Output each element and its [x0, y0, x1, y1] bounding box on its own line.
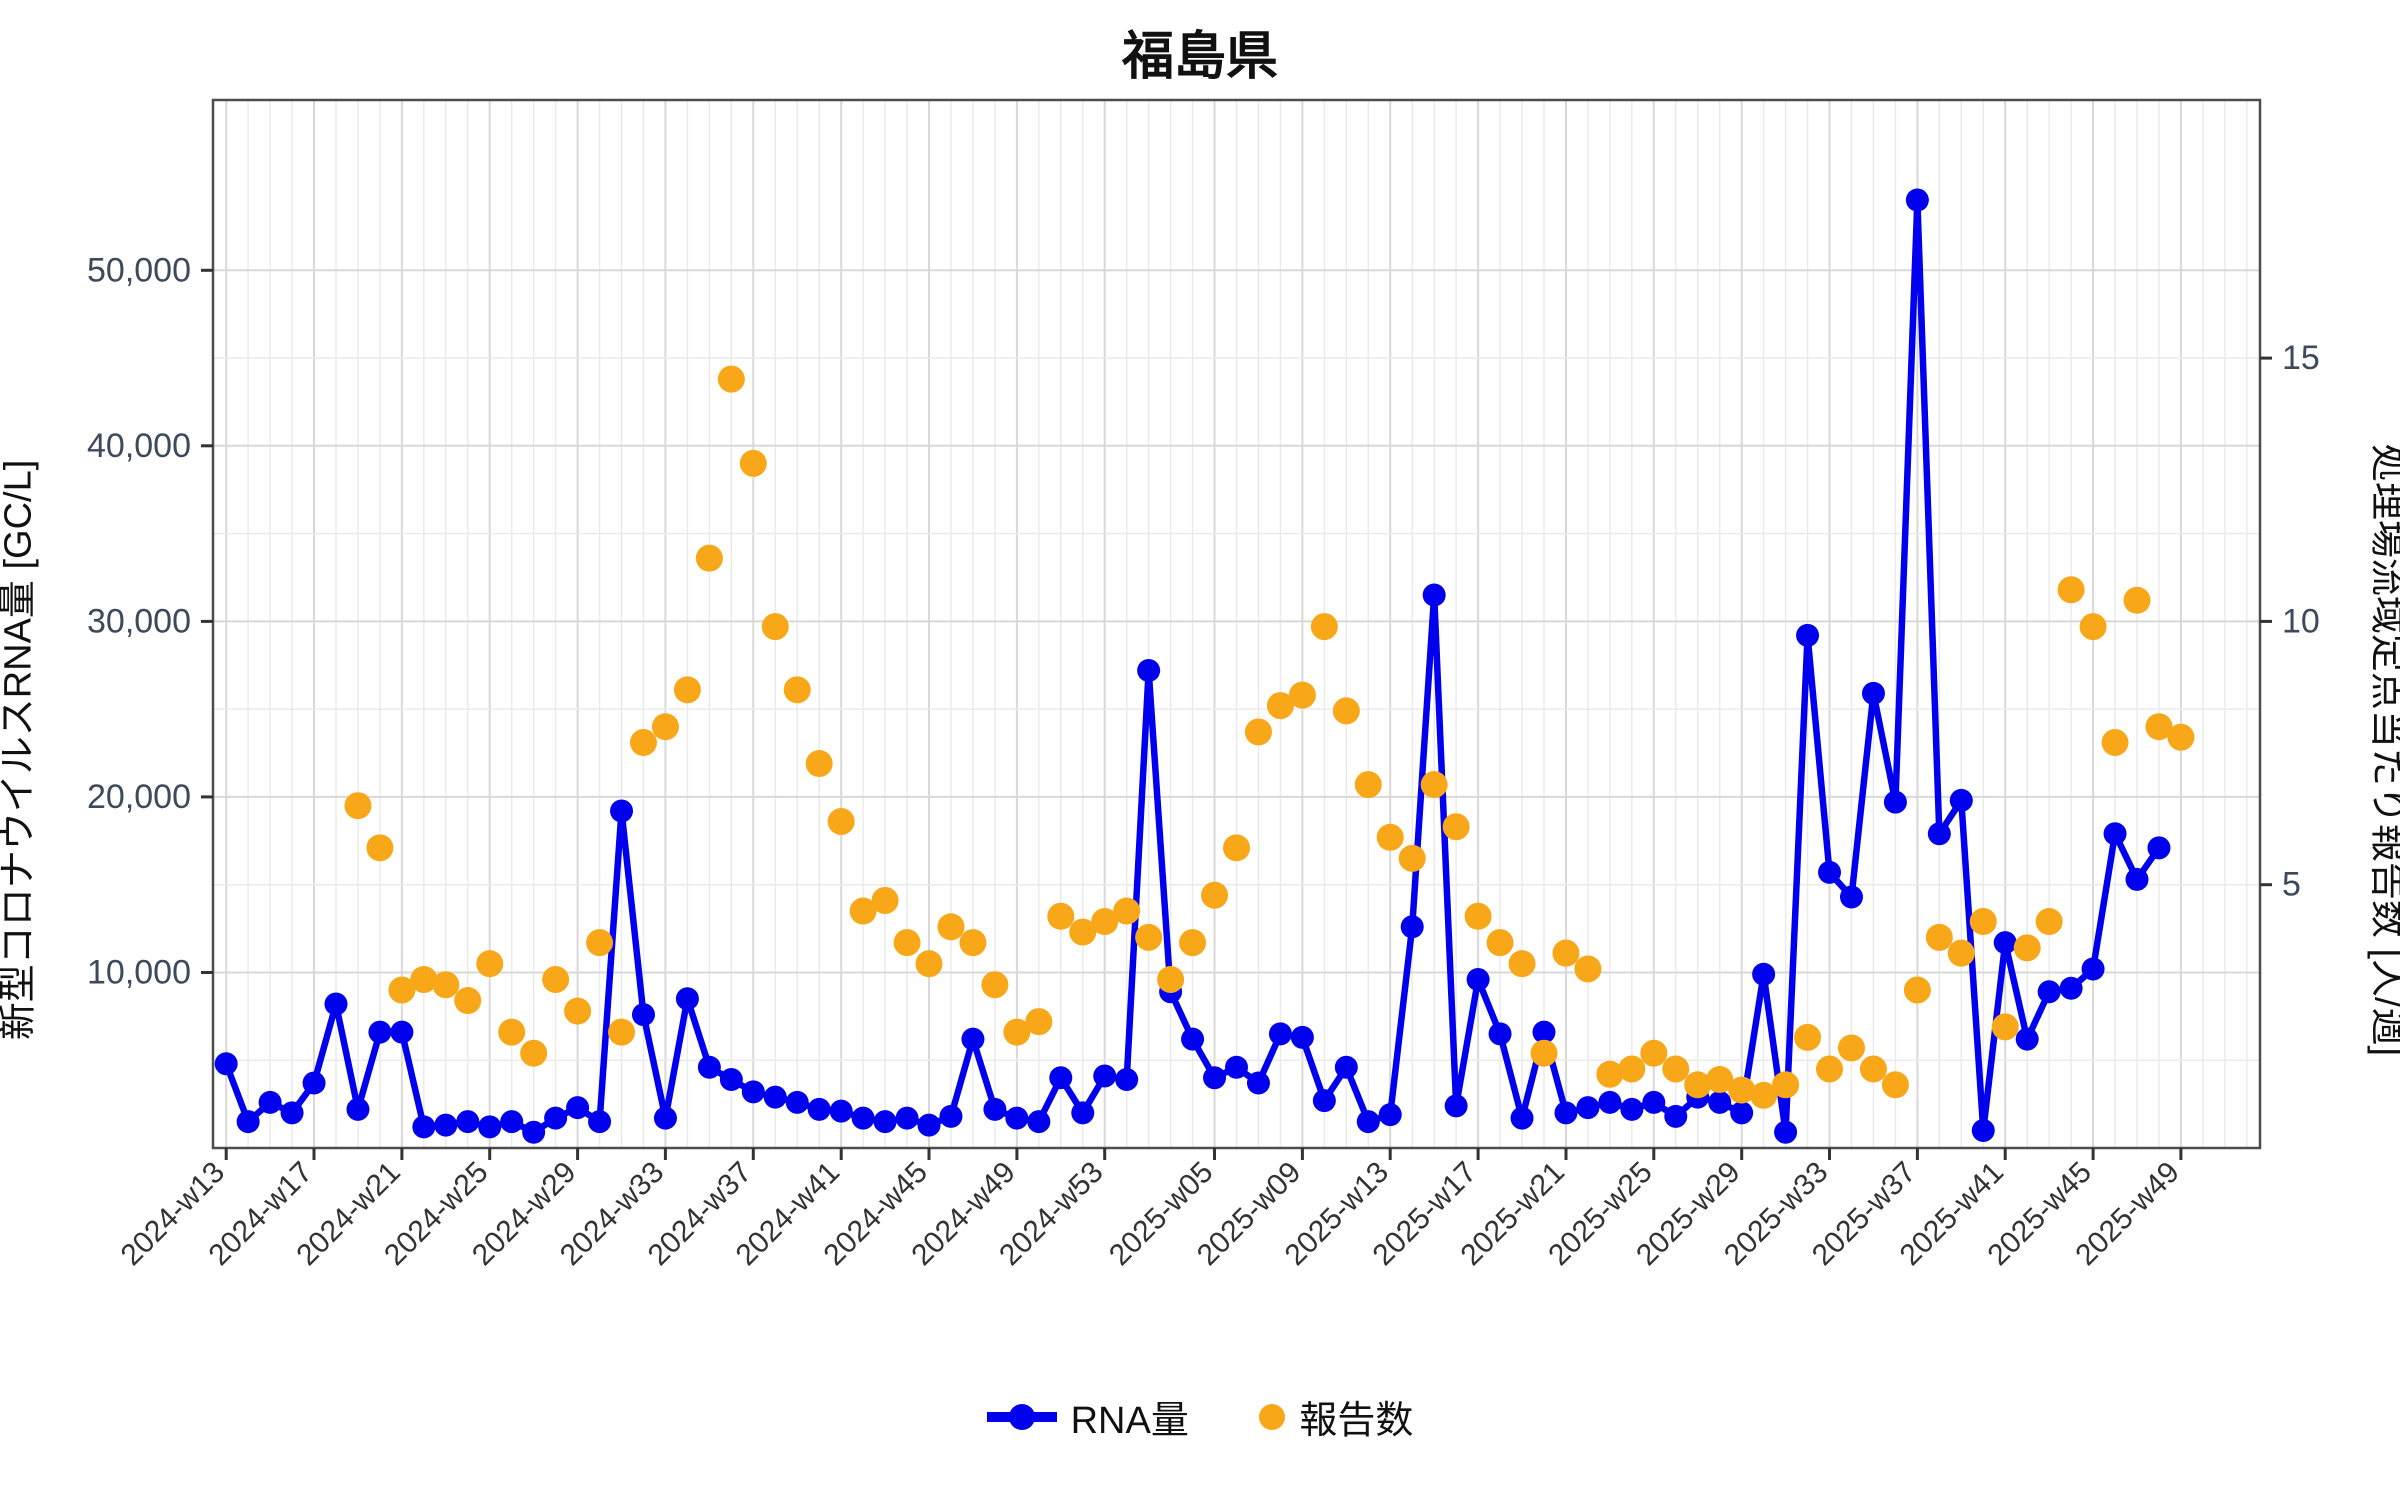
svg-text:10,000: 10,000: [87, 954, 191, 992]
svg-text:30,000: 30,000: [87, 602, 191, 640]
svg-text:15: 15: [2282, 339, 2320, 377]
svg-text:50,000: 50,000: [87, 251, 191, 289]
svg-text:40,000: 40,000: [87, 427, 191, 465]
svg-text:5: 5: [2282, 866, 2301, 904]
svg-text:10: 10: [2282, 602, 2320, 640]
svg-text:20,000: 20,000: [87, 778, 191, 816]
